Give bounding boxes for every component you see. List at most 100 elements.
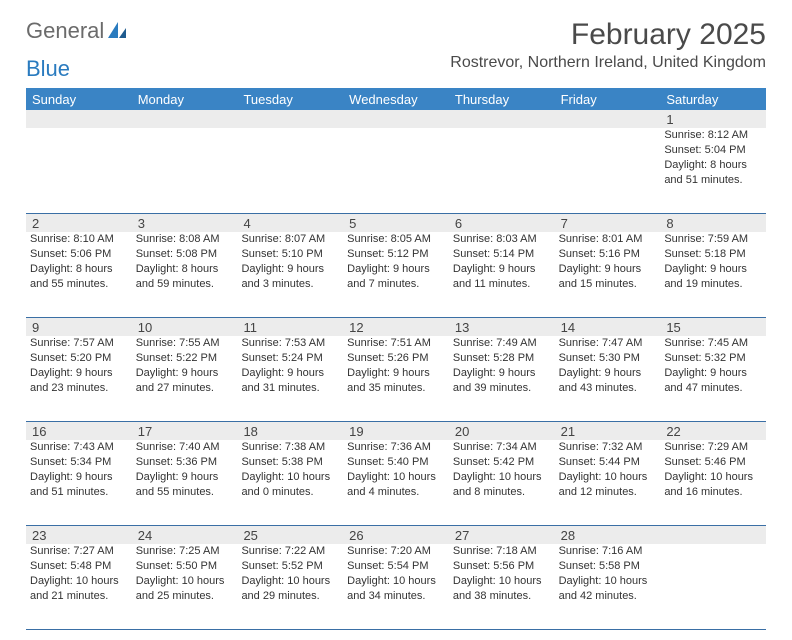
- daylight-line1: Daylight: 9 hours: [136, 366, 234, 381]
- day-cell: Sunrise: 7:55 AMSunset: 5:22 PMDaylight:…: [132, 336, 238, 421]
- day-cell: Sunrise: 8:05 AMSunset: 5:12 PMDaylight:…: [343, 232, 449, 317]
- daylight-line1: Daylight: 10 hours: [664, 470, 762, 485]
- day-number: 9: [26, 320, 132, 335]
- day-cell: [660, 544, 766, 629]
- sunset-text: Sunset: 5:56 PM: [453, 559, 551, 574]
- sunset-text: Sunset: 5:44 PM: [559, 455, 657, 470]
- day-number: 23: [26, 528, 132, 543]
- day-number-band: 1: [26, 110, 766, 128]
- sunrise-text: Sunrise: 7:47 AM: [559, 336, 657, 351]
- sunrise-text: Sunrise: 7:18 AM: [453, 544, 551, 559]
- sunset-text: Sunset: 5:04 PM: [664, 143, 762, 158]
- brand-part2: Blue: [26, 56, 70, 82]
- daylight-line2: and 8 minutes.: [453, 485, 551, 500]
- day-cell: Sunrise: 7:18 AMSunset: 5:56 PMDaylight:…: [449, 544, 555, 629]
- day-cell: Sunrise: 8:07 AMSunset: 5:10 PMDaylight:…: [237, 232, 343, 317]
- daylight-line2: and 11 minutes.: [453, 277, 551, 292]
- day-cell: Sunrise: 7:29 AMSunset: 5:46 PMDaylight:…: [660, 440, 766, 525]
- sunrise-text: Sunrise: 7:25 AM: [136, 544, 234, 559]
- day-number: 2: [26, 216, 132, 231]
- weekday-header: Sunday Monday Tuesday Wednesday Thursday…: [26, 88, 766, 110]
- day-cell: Sunrise: 8:10 AMSunset: 5:06 PMDaylight:…: [26, 232, 132, 317]
- daylight-line2: and 29 minutes.: [241, 589, 339, 604]
- sunset-text: Sunset: 5:42 PM: [453, 455, 551, 470]
- calendar-body: 1Sunrise: 8:12 AMSunset: 5:04 PMDaylight…: [26, 110, 766, 630]
- day-number: 11: [237, 320, 343, 335]
- day-cell: Sunrise: 8:03 AMSunset: 5:14 PMDaylight:…: [449, 232, 555, 317]
- day-cell: Sunrise: 7:36 AMSunset: 5:40 PMDaylight:…: [343, 440, 449, 525]
- day-number: 1: [660, 112, 766, 127]
- day-cell: [237, 128, 343, 213]
- sunrise-text: Sunrise: 7:53 AM: [241, 336, 339, 351]
- daylight-line1: Daylight: 10 hours: [241, 574, 339, 589]
- calendar-week-row: Sunrise: 7:27 AMSunset: 5:48 PMDaylight:…: [26, 544, 766, 630]
- day-cell: [555, 128, 661, 213]
- daylight-line1: Daylight: 10 hours: [453, 574, 551, 589]
- daylight-line2: and 55 minutes.: [136, 485, 234, 500]
- sunrise-text: Sunrise: 7:59 AM: [664, 232, 762, 247]
- sunset-text: Sunset: 5:18 PM: [664, 247, 762, 262]
- calendar-week-row: Sunrise: 7:57 AMSunset: 5:20 PMDaylight:…: [26, 336, 766, 422]
- daylight-line1: Daylight: 8 hours: [30, 262, 128, 277]
- calendar-page: General February 2025 Rostrevor, Norther…: [0, 0, 792, 640]
- sail-icon: [106, 20, 128, 42]
- day-number: 18: [237, 424, 343, 439]
- weekday-col: Saturday: [660, 92, 766, 107]
- daylight-line1: Daylight: 10 hours: [241, 470, 339, 485]
- daylight-line1: Daylight: 9 hours: [241, 262, 339, 277]
- day-cell: Sunrise: 8:08 AMSunset: 5:08 PMDaylight:…: [132, 232, 238, 317]
- daylight-line2: and 47 minutes.: [664, 381, 762, 396]
- daylight-line1: Daylight: 10 hours: [347, 470, 445, 485]
- day-number: 24: [132, 528, 238, 543]
- daylight-line2: and 4 minutes.: [347, 485, 445, 500]
- day-cell: Sunrise: 7:53 AMSunset: 5:24 PMDaylight:…: [237, 336, 343, 421]
- sunset-text: Sunset: 5:14 PM: [453, 247, 551, 262]
- day-cell: [343, 128, 449, 213]
- daylight-line2: and 19 minutes.: [664, 277, 762, 292]
- daylight-line2: and 12 minutes.: [559, 485, 657, 500]
- daylight-line1: Daylight: 10 hours: [453, 470, 551, 485]
- sunset-text: Sunset: 5:28 PM: [453, 351, 551, 366]
- daylight-line2: and 0 minutes.: [241, 485, 339, 500]
- day-number-band: 16171819202122: [26, 422, 766, 440]
- sunrise-text: Sunrise: 7:27 AM: [30, 544, 128, 559]
- calendar-week-row: Sunrise: 8:12 AMSunset: 5:04 PMDaylight:…: [26, 128, 766, 214]
- sunrise-text: Sunrise: 7:57 AM: [30, 336, 128, 351]
- daylight-line2: and 35 minutes.: [347, 381, 445, 396]
- daylight-line2: and 34 minutes.: [347, 589, 445, 604]
- sunrise-text: Sunrise: 7:32 AM: [559, 440, 657, 455]
- sunset-text: Sunset: 5:52 PM: [241, 559, 339, 574]
- sunset-text: Sunset: 5:58 PM: [559, 559, 657, 574]
- daylight-line1: Daylight: 8 hours: [664, 158, 762, 173]
- day-number: 5: [343, 216, 449, 231]
- sunrise-text: Sunrise: 8:07 AM: [241, 232, 339, 247]
- day-cell: Sunrise: 7:51 AMSunset: 5:26 PMDaylight:…: [343, 336, 449, 421]
- day-number-band: 232425262728: [26, 526, 766, 544]
- day-number: 6: [449, 216, 555, 231]
- calendar-week-row: Sunrise: 7:43 AMSunset: 5:34 PMDaylight:…: [26, 440, 766, 526]
- day-cell: [449, 128, 555, 213]
- sunset-text: Sunset: 5:26 PM: [347, 351, 445, 366]
- daylight-line2: and 23 minutes.: [30, 381, 128, 396]
- day-number: 28: [555, 528, 661, 543]
- sunset-text: Sunset: 5:48 PM: [30, 559, 128, 574]
- day-number: 8: [660, 216, 766, 231]
- daylight-line1: Daylight: 9 hours: [347, 262, 445, 277]
- daylight-line1: Daylight: 10 hours: [136, 574, 234, 589]
- day-number: 10: [132, 320, 238, 335]
- sunrise-text: Sunrise: 7:36 AM: [347, 440, 445, 455]
- weekday-col: Thursday: [449, 92, 555, 107]
- daylight-line1: Daylight: 9 hours: [30, 470, 128, 485]
- sunset-text: Sunset: 5:10 PM: [241, 247, 339, 262]
- daylight-line2: and 27 minutes.: [136, 381, 234, 396]
- day-number: 21: [555, 424, 661, 439]
- sunset-text: Sunset: 5:54 PM: [347, 559, 445, 574]
- sunset-text: Sunset: 5:46 PM: [664, 455, 762, 470]
- sunrise-text: Sunrise: 7:34 AM: [453, 440, 551, 455]
- sunrise-text: Sunrise: 7:51 AM: [347, 336, 445, 351]
- daylight-line1: Daylight: 10 hours: [30, 574, 128, 589]
- sunrise-text: Sunrise: 7:16 AM: [559, 544, 657, 559]
- day-cell: Sunrise: 7:57 AMSunset: 5:20 PMDaylight:…: [26, 336, 132, 421]
- day-cell: Sunrise: 7:32 AMSunset: 5:44 PMDaylight:…: [555, 440, 661, 525]
- daylight-line2: and 31 minutes.: [241, 381, 339, 396]
